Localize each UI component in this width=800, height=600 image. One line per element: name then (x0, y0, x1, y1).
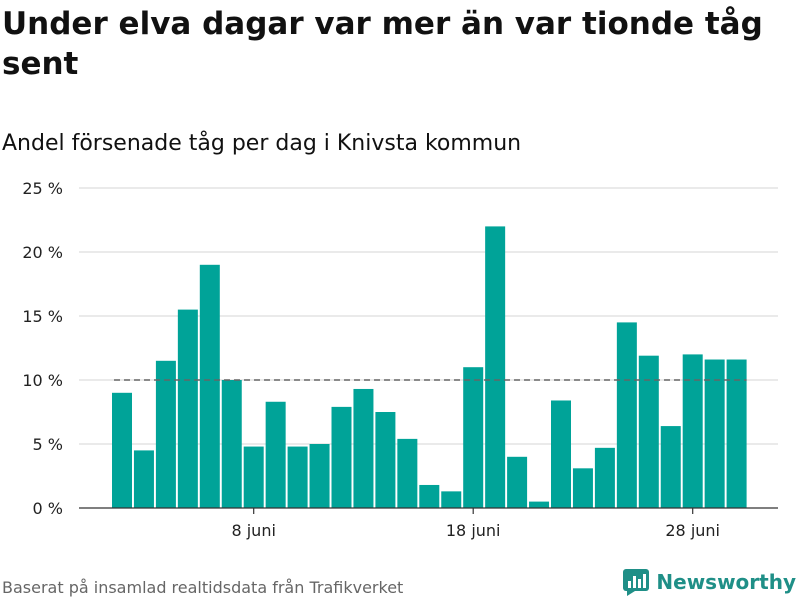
x-tick-label: 18 juni (446, 521, 501, 540)
y-axis-ticks: 0 % 5 % 10 % 15 % 20 % 25 % (22, 179, 63, 518)
bar (572, 468, 593, 508)
bar (177, 309, 198, 508)
bar (463, 367, 484, 508)
y-tick-label: 25 % (22, 179, 63, 198)
bar (221, 380, 242, 508)
bar (309, 444, 330, 508)
newsworthy-logo-icon (623, 569, 650, 596)
bar (660, 426, 681, 508)
y-tick-label: 15 % (22, 307, 63, 326)
source-note: Baserat på insamlad realtidsdata från Tr… (2, 578, 404, 597)
bar (353, 388, 374, 508)
bar (594, 447, 615, 508)
bar (331, 406, 352, 508)
bar (726, 359, 747, 508)
x-axis-ticks: 8 juni 18 juni 28 juni (231, 508, 720, 540)
bar (485, 226, 506, 508)
bar (375, 412, 396, 508)
bar (638, 355, 659, 508)
bar (133, 450, 154, 508)
y-tick-label: 0 % (33, 499, 63, 518)
bar (441, 491, 462, 508)
bar (507, 456, 528, 508)
x-tick-label: 28 juni (665, 521, 720, 540)
bar (199, 264, 220, 508)
y-tick-label: 5 % (33, 435, 63, 454)
bar (397, 438, 418, 508)
newsworthy-logo: Newsworthy (622, 568, 796, 596)
bar (551, 400, 571, 508)
bar (265, 401, 286, 508)
bar (704, 359, 725, 508)
bar (419, 484, 440, 508)
newsworthy-logo-text: Newsworthy (656, 570, 796, 594)
bar (616, 322, 637, 508)
x-tick-label: 8 juni (231, 521, 275, 540)
bars (112, 226, 747, 508)
chart-subtitle: Andel försenade tåg per dag i Knivsta ko… (2, 131, 522, 156)
bar (682, 354, 703, 508)
y-tick-label: 10 % (22, 371, 63, 390)
bar (243, 446, 264, 508)
bar (529, 501, 550, 508)
bar (112, 392, 132, 508)
bar (155, 360, 176, 508)
y-tick-label: 20 % (22, 243, 63, 262)
chart-title: Under elva dagar var mer än var tionde t… (2, 6, 763, 82)
bar (287, 446, 308, 508)
